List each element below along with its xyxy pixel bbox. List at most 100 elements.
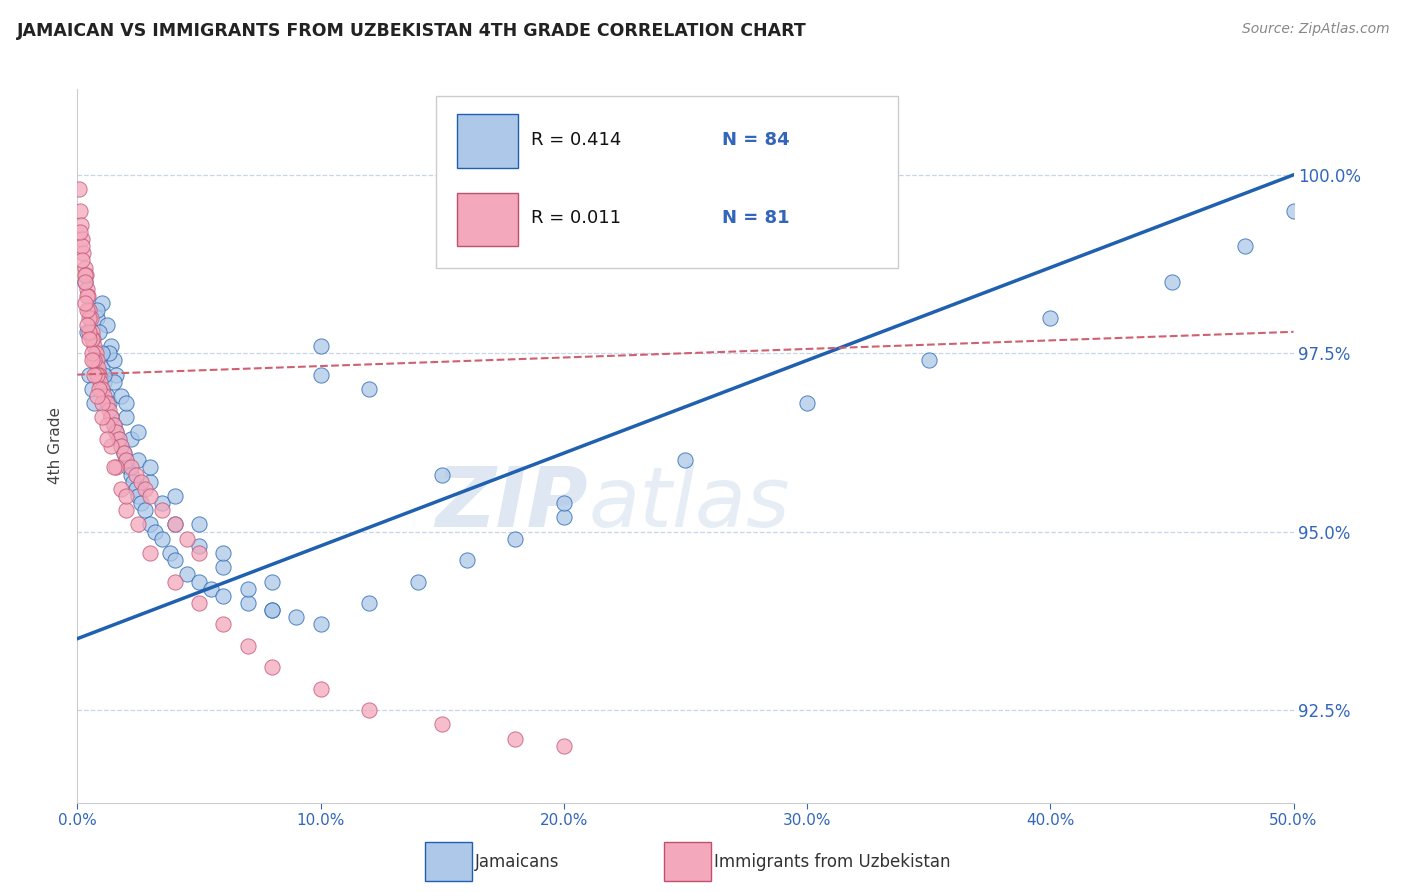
Point — [76, 318, 98, 332]
Point — [80, 310, 103, 325]
Point — [260, 574, 283, 589]
Point — [79, 303, 101, 318]
Point — [134, 503, 156, 517]
Text: R = 0.414: R = 0.414 — [531, 130, 621, 149]
Point — [87, 360, 110, 375]
Point — [309, 339, 332, 353]
Point — [82, 332, 104, 346]
Point — [134, 482, 156, 496]
Point — [675, 453, 697, 467]
Point — [120, 432, 142, 446]
Point — [96, 396, 118, 410]
Point — [188, 596, 211, 610]
Point — [93, 389, 115, 403]
Point — [79, 310, 101, 325]
Point — [76, 303, 98, 318]
Point — [76, 325, 98, 339]
Point — [89, 368, 111, 382]
Point — [212, 589, 235, 603]
Point — [163, 489, 186, 503]
Point — [100, 339, 122, 353]
Point — [89, 375, 111, 389]
Point — [503, 731, 526, 746]
Text: Source: ZipAtlas.com: Source: ZipAtlas.com — [1241, 22, 1389, 37]
Point — [139, 489, 162, 503]
Point — [69, 203, 91, 218]
Point — [188, 574, 211, 589]
Text: atlas: atlas — [588, 463, 790, 543]
Point — [112, 446, 135, 460]
Point — [127, 489, 149, 503]
Point — [110, 389, 132, 403]
Point — [176, 532, 198, 546]
Point — [80, 346, 103, 360]
Point — [188, 539, 211, 553]
Point — [309, 368, 332, 382]
Point — [110, 439, 132, 453]
Point — [143, 524, 166, 539]
Point — [139, 475, 162, 489]
Point — [73, 275, 96, 289]
Point — [76, 282, 98, 296]
Point — [159, 546, 181, 560]
Point — [96, 417, 118, 432]
Point — [127, 453, 149, 467]
Point — [152, 532, 174, 546]
Point — [90, 396, 112, 410]
Point — [97, 346, 120, 360]
Point — [1233, 239, 1256, 253]
FancyBboxPatch shape — [457, 114, 517, 168]
Point — [359, 382, 381, 396]
Point — [139, 517, 162, 532]
Point — [115, 410, 138, 425]
Point — [93, 375, 115, 389]
Point — [260, 603, 283, 617]
FancyBboxPatch shape — [457, 193, 517, 246]
Point — [103, 417, 125, 432]
Point — [110, 482, 132, 496]
Point — [89, 382, 111, 396]
Point — [163, 553, 186, 567]
Point — [105, 425, 128, 439]
Point — [125, 482, 148, 496]
Point — [129, 496, 152, 510]
Point — [105, 425, 128, 439]
Point — [103, 353, 125, 368]
Point — [212, 560, 235, 574]
Point — [115, 503, 138, 517]
Point — [176, 567, 198, 582]
Point — [117, 460, 139, 475]
Point — [553, 510, 575, 524]
Point — [86, 353, 108, 368]
Point — [90, 296, 112, 310]
Point — [73, 296, 96, 310]
Point — [79, 368, 101, 382]
Text: N = 84: N = 84 — [721, 130, 790, 149]
Text: ZIP: ZIP — [436, 463, 588, 543]
Point — [90, 410, 112, 425]
Point — [79, 325, 101, 339]
Point — [100, 410, 122, 425]
Point — [430, 717, 453, 731]
Point — [103, 417, 125, 432]
Point — [359, 703, 381, 717]
Point — [105, 460, 128, 475]
Point — [77, 289, 100, 303]
Point — [260, 603, 283, 617]
Point — [80, 353, 103, 368]
Point — [236, 582, 259, 596]
Point — [1282, 203, 1305, 218]
Text: N = 81: N = 81 — [721, 209, 790, 227]
Point — [139, 460, 162, 475]
Point — [260, 660, 283, 674]
Point — [86, 368, 108, 382]
Point — [96, 389, 118, 403]
Point — [115, 453, 138, 467]
Point — [80, 382, 103, 396]
Point — [115, 453, 138, 467]
Point — [83, 353, 105, 368]
Point — [918, 353, 941, 368]
Point — [359, 596, 381, 610]
Point — [212, 546, 235, 560]
Text: JAMAICAN VS IMMIGRANTS FROM UZBEKISTAN 4TH GRADE CORRELATION CHART: JAMAICAN VS IMMIGRANTS FROM UZBEKISTAN 4… — [17, 22, 807, 40]
